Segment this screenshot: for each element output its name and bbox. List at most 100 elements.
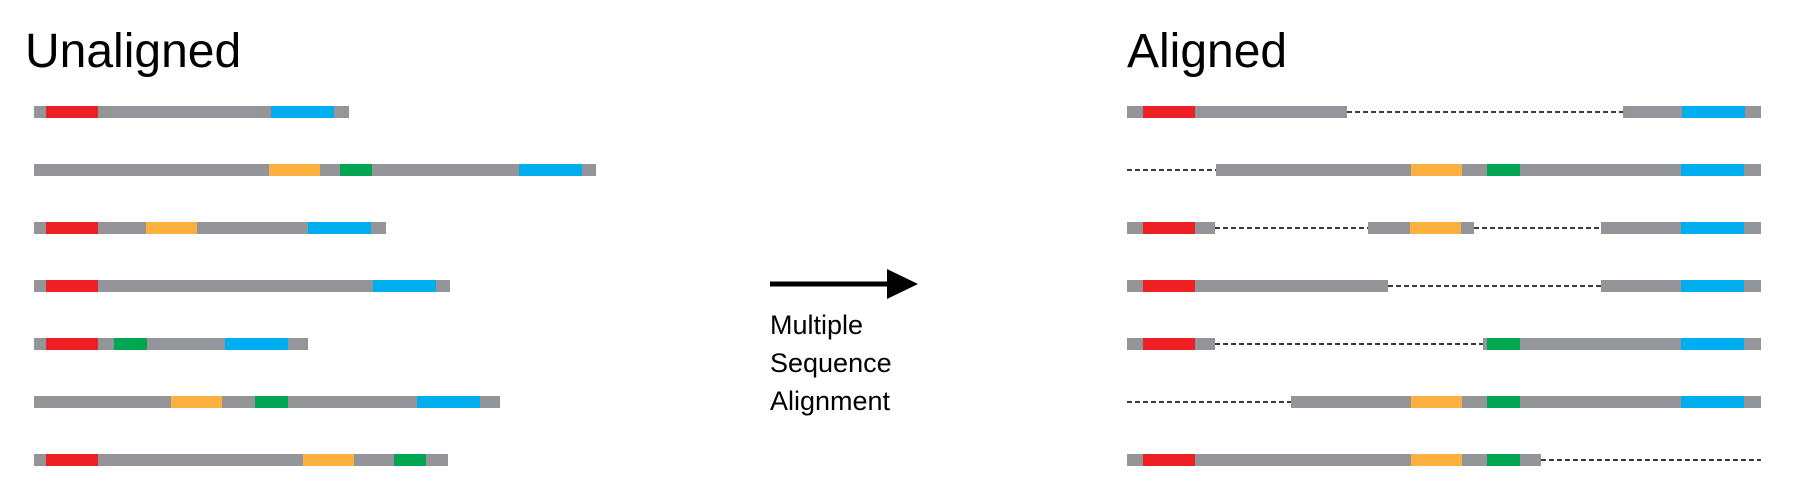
red-motif (1143, 222, 1195, 234)
blue-motif (225, 338, 288, 350)
sequence-segment (1520, 164, 1681, 176)
arrow-head (887, 269, 918, 299)
aligned-sequence-row (1127, 280, 1761, 292)
red-motif (46, 280, 98, 292)
blue-motif (1682, 106, 1745, 118)
green-motif (1487, 396, 1520, 408)
orange-motif (171, 396, 222, 408)
unaligned-sequence-row (34, 164, 596, 176)
red-motif (1143, 280, 1195, 292)
aligned-sequence-row (1127, 222, 1761, 234)
blue-motif (1681, 338, 1744, 350)
alignment-arrow (770, 269, 918, 299)
green-motif (1487, 164, 1520, 176)
sequence-segment (1127, 280, 1143, 292)
sequence-segment (197, 222, 308, 234)
sequence-segment (1745, 106, 1761, 118)
aligned-sequence-row (1127, 338, 1761, 350)
orange-motif (1411, 164, 1462, 176)
sequence-segment (1195, 106, 1347, 118)
sequence-segment (334, 106, 349, 118)
sequence-segment (34, 106, 46, 118)
red-motif (1143, 338, 1195, 350)
sequence-segment (1520, 338, 1681, 350)
blue-motif (373, 280, 436, 292)
sequence-segment (1195, 338, 1215, 350)
orange-motif (1411, 454, 1462, 466)
sequence-segment (1601, 280, 1681, 292)
sequence-segment (98, 338, 114, 350)
sequence-segment (98, 280, 373, 292)
sequence-segment (354, 454, 394, 466)
sequence-segment (1368, 222, 1410, 234)
sequence-segment (480, 396, 500, 408)
red-motif (46, 222, 98, 234)
sequence-segment (147, 338, 225, 350)
blue-motif (1681, 280, 1744, 292)
sequence-segment (1462, 164, 1487, 176)
sequence-segment (1744, 396, 1761, 408)
sequence-segment (371, 222, 386, 234)
sequence-segment (582, 164, 596, 176)
sequence-segment (436, 280, 450, 292)
blue-motif (1681, 164, 1744, 176)
orange-motif (269, 164, 320, 176)
sequence-segment (1216, 164, 1411, 176)
orange-motif (303, 454, 354, 466)
red-motif (46, 106, 98, 118)
sequence-segment (1744, 338, 1761, 350)
sequence-segment (426, 454, 448, 466)
green-motif (1487, 338, 1520, 350)
sequence-segment (34, 222, 46, 234)
blue-motif (1681, 396, 1744, 408)
sequence-segment (288, 338, 308, 350)
red-motif (1143, 106, 1195, 118)
sequence-segment (34, 454, 46, 466)
sequence-segment (1520, 454, 1541, 466)
sequence-segment (1744, 164, 1761, 176)
orange-motif (1411, 396, 1462, 408)
aligned-sequence-row (1127, 164, 1761, 176)
unaligned-sequence-row (34, 396, 500, 408)
sequence-segment (1127, 338, 1143, 350)
arrow-label-line-2: Sequence (770, 348, 892, 378)
green-motif (114, 338, 147, 350)
orange-motif (146, 222, 197, 234)
sequence-segment (222, 396, 255, 408)
sequence-segment (98, 106, 271, 118)
blue-motif (1681, 222, 1744, 234)
sequence-segment (320, 164, 340, 176)
sequence-segment (34, 164, 269, 176)
red-motif (1143, 454, 1195, 466)
sequence-segment (34, 280, 46, 292)
sequence-segment (1461, 222, 1474, 234)
sequence-segment (1127, 222, 1143, 234)
aligned-sequence-row (1127, 454, 1761, 466)
sequence-segment (1601, 222, 1681, 234)
arrow-label-line-1: Multiple (770, 310, 863, 340)
sequence-segment (1744, 222, 1761, 234)
sequence-segment (98, 454, 303, 466)
green-motif (394, 454, 426, 466)
sequence-segment (288, 396, 417, 408)
green-motif (340, 164, 372, 176)
unaligned-sequences (34, 106, 596, 466)
sequence-segment (98, 222, 146, 234)
unaligned-title: Unaligned (25, 25, 241, 78)
unaligned-sequence-row (34, 454, 448, 466)
arrow-label-line-3: Alignment (770, 386, 891, 416)
aligned-title: Aligned (1127, 25, 1287, 78)
sequence-segment (1462, 396, 1487, 408)
sequence-segment (1462, 454, 1487, 466)
sequence-segment (1127, 106, 1143, 118)
unaligned-sequence-row (34, 338, 308, 350)
green-motif (1487, 454, 1520, 466)
aligned-sequence-row (1127, 396, 1761, 408)
red-motif (46, 454, 98, 466)
sequence-segment (1483, 338, 1487, 350)
blue-motif (417, 396, 480, 408)
sequence-segment (1195, 280, 1388, 292)
sequence-segment (1195, 222, 1215, 234)
unaligned-sequence-row (34, 280, 450, 292)
